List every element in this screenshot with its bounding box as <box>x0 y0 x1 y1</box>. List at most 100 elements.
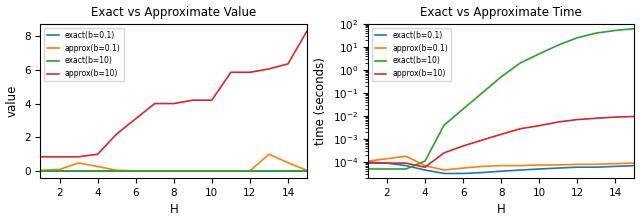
approx(b=10) <box>93 153 101 156</box>
exact(b=0.1) <box>284 170 292 172</box>
Line: approx(b=0.1): approx(b=0.1) <box>40 154 307 171</box>
Legend: exact(b=0.1), approx(b=0.1), exact(b=10), approx(b=10): exact(b=0.1), approx(b=0.1), exact(b=10)… <box>44 28 124 81</box>
exact(b=0.1) <box>189 170 196 172</box>
approx(b=10) <box>612 116 620 118</box>
exact(b=0.1) <box>612 165 620 168</box>
exact(b=0.1) <box>573 166 581 168</box>
approx(b=10) <box>189 99 196 101</box>
exact(b=0.1) <box>151 170 159 172</box>
exact(b=0.1) <box>497 170 505 172</box>
approx(b=10) <box>265 67 273 70</box>
approx(b=0.1) <box>536 164 543 166</box>
approx(b=10) <box>460 145 467 147</box>
exact(b=0.1) <box>516 169 524 171</box>
exact(b=10) <box>303 170 311 172</box>
exact(b=10) <box>440 124 448 127</box>
exact(b=0.1) <box>208 170 216 172</box>
exact(b=10) <box>284 170 292 172</box>
approx(b=10) <box>151 102 159 105</box>
approx(b=0.1) <box>516 164 524 167</box>
exact(b=10) <box>56 170 63 172</box>
approx(b=10) <box>478 139 486 141</box>
approx(b=10) <box>284 63 292 65</box>
approx(b=10) <box>170 102 177 105</box>
exact(b=0.1) <box>593 166 600 168</box>
approx(b=10) <box>36 155 44 158</box>
approx(b=0.1) <box>56 168 63 171</box>
Title: Exact vs Approximate Time: Exact vs Approximate Time <box>420 6 582 19</box>
Line: approx(b=10): approx(b=10) <box>40 31 307 157</box>
exact(b=0.1) <box>460 172 467 175</box>
approx(b=10) <box>303 30 311 32</box>
approx(b=10) <box>75 155 83 158</box>
exact(b=0.1) <box>246 170 254 172</box>
Line: exact(b=10): exact(b=10) <box>368 29 634 169</box>
exact(b=10) <box>151 170 159 172</box>
X-axis label: H: H <box>170 203 178 216</box>
exact(b=10) <box>402 168 410 170</box>
exact(b=10) <box>75 170 83 172</box>
approx(b=0.1) <box>421 164 429 167</box>
approx(b=0.1) <box>440 169 448 171</box>
X-axis label: H: H <box>497 203 506 216</box>
exact(b=0.1) <box>440 172 448 175</box>
exact(b=10) <box>536 53 543 55</box>
approx(b=0.1) <box>75 162 83 164</box>
exact(b=10) <box>170 170 177 172</box>
approx(b=0.1) <box>402 155 410 158</box>
exact(b=0.1) <box>75 170 83 172</box>
approx(b=10) <box>383 162 391 165</box>
exact(b=10) <box>573 36 581 39</box>
exact(b=0.1) <box>402 164 410 167</box>
approx(b=10) <box>56 155 63 158</box>
approx(b=10) <box>364 161 372 163</box>
exact(b=10) <box>36 170 44 172</box>
exact(b=0.1) <box>56 170 63 172</box>
approx(b=0.1) <box>170 170 177 172</box>
approx(b=10) <box>630 115 638 118</box>
exact(b=0.1) <box>227 170 235 172</box>
approx(b=10) <box>554 121 562 123</box>
approx(b=0.1) <box>593 163 600 166</box>
approx(b=10) <box>536 124 543 127</box>
Y-axis label: time (seconds): time (seconds) <box>314 57 327 145</box>
Legend: exact(b=0.1), approx(b=0.1), exact(b=10), approx(b=10): exact(b=0.1), approx(b=0.1), exact(b=10)… <box>372 28 451 81</box>
exact(b=0.1) <box>36 170 44 172</box>
exact(b=0.1) <box>303 170 311 172</box>
exact(b=0.1) <box>170 170 177 172</box>
approx(b=0.1) <box>364 160 372 163</box>
approx(b=10) <box>440 152 448 154</box>
approx(b=0.1) <box>36 169 44 172</box>
exact(b=10) <box>364 168 372 170</box>
Line: approx(b=0.1): approx(b=0.1) <box>368 156 634 170</box>
approx(b=10) <box>593 117 600 120</box>
exact(b=10) <box>383 168 391 170</box>
exact(b=0.1) <box>113 170 120 172</box>
approx(b=10) <box>497 133 505 136</box>
approx(b=10) <box>421 166 429 168</box>
Line: approx(b=10): approx(b=10) <box>368 117 634 167</box>
approx(b=0.1) <box>554 164 562 166</box>
exact(b=0.1) <box>93 170 101 172</box>
approx(b=10) <box>132 117 140 120</box>
exact(b=10) <box>630 27 638 30</box>
exact(b=10) <box>497 75 505 78</box>
approx(b=0.1) <box>284 161 292 164</box>
exact(b=10) <box>516 62 524 64</box>
exact(b=0.1) <box>383 162 391 165</box>
approx(b=10) <box>227 71 235 74</box>
approx(b=0.1) <box>227 169 235 172</box>
approx(b=0.1) <box>265 153 273 156</box>
exact(b=0.1) <box>265 170 273 172</box>
approx(b=10) <box>246 71 254 74</box>
exact(b=10) <box>554 44 562 46</box>
Title: Exact vs Approximate Value: Exact vs Approximate Value <box>91 6 257 19</box>
exact(b=10) <box>265 170 273 172</box>
exact(b=10) <box>189 170 196 172</box>
exact(b=10) <box>421 160 429 163</box>
exact(b=10) <box>113 170 120 172</box>
exact(b=10) <box>593 32 600 34</box>
exact(b=0.1) <box>536 168 543 170</box>
approx(b=10) <box>573 118 581 121</box>
approx(b=0.1) <box>303 169 311 172</box>
